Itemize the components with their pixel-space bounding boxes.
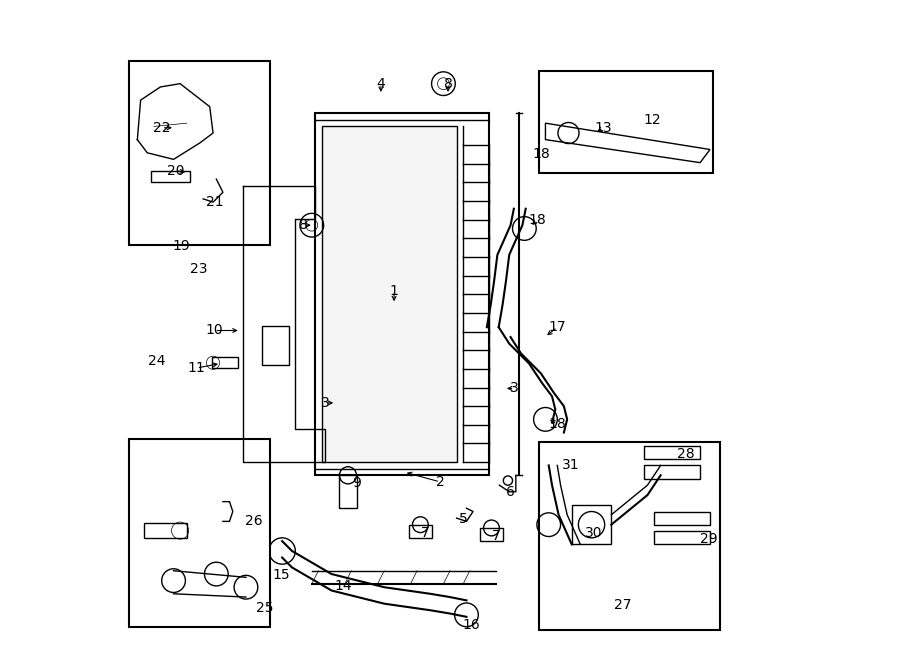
Text: 19: 19: [173, 239, 190, 253]
Text: 28: 28: [677, 447, 695, 461]
Text: 13: 13: [595, 121, 612, 135]
Text: 1: 1: [390, 284, 399, 298]
Bar: [339, 475, 356, 508]
Text: 4: 4: [376, 77, 385, 91]
Text: 18: 18: [548, 417, 566, 431]
Bar: [539, 442, 720, 630]
Text: 16: 16: [463, 618, 480, 632]
Text: 20: 20: [166, 163, 184, 178]
Bar: [654, 531, 710, 545]
Text: 3: 3: [510, 381, 519, 395]
Text: 17: 17: [548, 320, 566, 334]
Text: 2: 2: [436, 475, 445, 489]
Text: 12: 12: [644, 113, 662, 127]
Text: 10: 10: [205, 323, 223, 338]
Bar: [409, 525, 432, 538]
Bar: [644, 446, 700, 459]
Text: 5: 5: [459, 512, 467, 526]
Bar: [150, 171, 190, 182]
Bar: [480, 528, 503, 541]
Bar: [572, 505, 611, 545]
Text: 14: 14: [335, 579, 352, 593]
Bar: [129, 61, 270, 245]
Bar: [315, 113, 490, 475]
Text: 8: 8: [444, 77, 453, 91]
Text: 22: 22: [153, 121, 170, 135]
Bar: [539, 71, 714, 173]
Text: 21: 21: [206, 195, 224, 209]
Bar: [654, 512, 710, 525]
Text: 29: 29: [700, 532, 717, 546]
Text: 7: 7: [421, 525, 430, 539]
Text: 15: 15: [272, 568, 290, 582]
Text: 8: 8: [300, 218, 309, 232]
Bar: [129, 439, 270, 627]
Text: 7: 7: [491, 529, 500, 543]
Text: 24: 24: [148, 354, 166, 368]
Text: 27: 27: [615, 598, 632, 612]
Text: 26: 26: [245, 514, 263, 528]
Text: 31: 31: [562, 459, 580, 473]
Text: 25: 25: [256, 602, 273, 615]
Text: 6: 6: [506, 485, 515, 499]
Text: 11: 11: [188, 361, 205, 375]
Text: 18: 18: [532, 147, 550, 161]
Text: 18: 18: [528, 213, 545, 227]
Bar: [321, 126, 456, 462]
Text: 9: 9: [352, 476, 361, 490]
Bar: [144, 524, 186, 538]
Bar: [263, 326, 289, 366]
Bar: [212, 358, 239, 368]
Text: 23: 23: [190, 262, 207, 276]
Bar: [644, 465, 700, 479]
Text: 30: 30: [585, 525, 602, 539]
Text: 3: 3: [320, 396, 329, 410]
